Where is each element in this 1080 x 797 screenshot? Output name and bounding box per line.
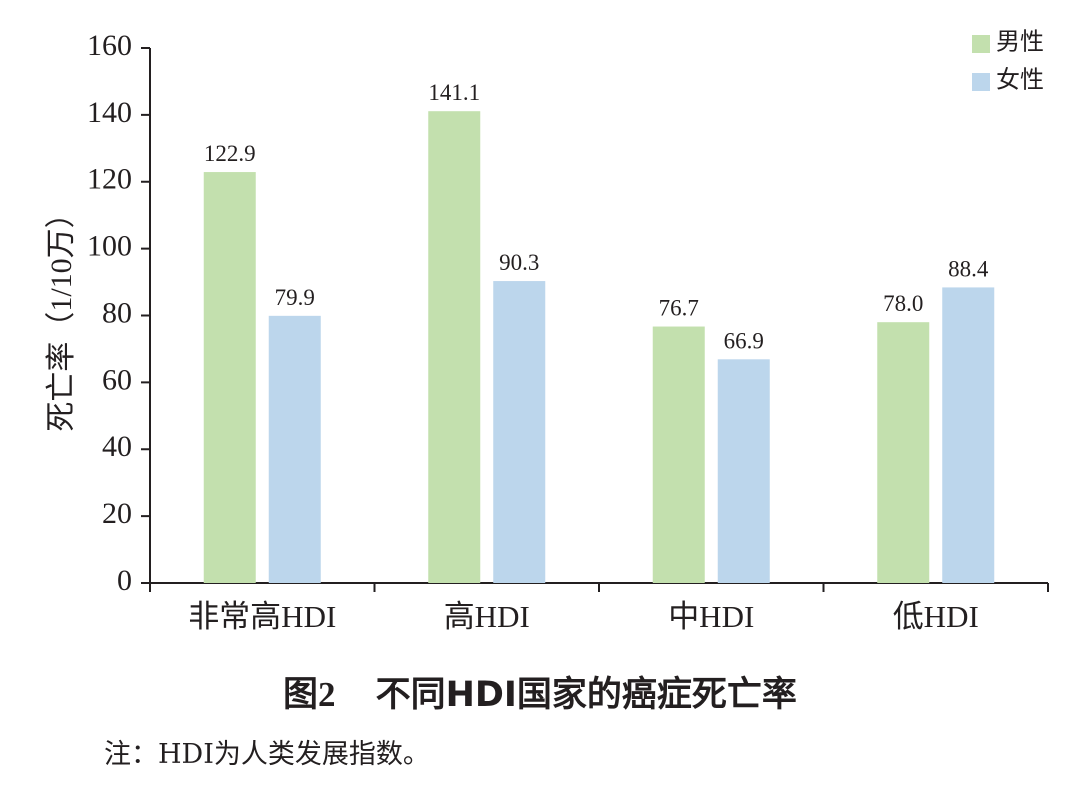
figure-caption: 图2 不同HDI国家的癌症死亡率 [0,666,1080,717]
bar [652,326,705,583]
footnote: 注：HDI为人类发展指数。 [104,739,430,770]
bar-value-label: 90.3 [499,250,539,275]
figure-title: 不同HDI国家的癌症死亡率 [375,675,797,715]
y-tick-label: 40 [102,430,132,463]
bar-value-label: 88.4 [948,256,989,281]
y-tick-label: 60 [102,363,132,396]
bar [942,287,995,583]
figure-number: 图2 [283,675,336,714]
bar-value-label: 122.9 [204,141,256,166]
x-axis: 非常高HDI 高HDI 中HDI 低HDI [149,582,1049,634]
legend-swatch [972,35,990,53]
bar [877,322,930,583]
bar-value-label: 76.7 [659,296,699,321]
y-tick-label: 80 [102,296,132,329]
legend-label: 女性 [996,67,1044,94]
x-category-label: 低HDI [893,599,979,634]
bar-chart: 0 20 40 60 80 100 120 140 160 非常高HDI 高HDI 中HDI 低HDI… [45,29,1049,634]
legend-label: 男性 [996,29,1044,56]
x-category-label: 中HDI [668,599,754,634]
bar [268,315,321,583]
bars: 122.9 141.1 76.7 78.0 79.9 90.3 66.9 88.4 [203,80,995,584]
bar-value-label: 66.9 [724,328,764,353]
x-category-label: 高HDI [444,599,530,634]
y-tick-label: 160 [87,29,132,62]
legend-swatch [972,73,990,91]
bar [493,281,546,583]
y-tick-label: 0 [117,564,132,597]
y-tick-label: 100 [87,230,132,263]
bar-value-label: 78.0 [883,291,923,316]
x-category-label: 非常高HDI [188,599,336,634]
bar [428,111,481,584]
bar-value-label: 79.9 [275,285,315,310]
y-tick-label: 120 [87,163,132,196]
bar [203,172,256,583]
y-axis-title: 死亡率（1/10万） [45,198,78,431]
bar [717,359,770,583]
bar-value-label: 141.1 [428,80,480,105]
y-tick-label: 20 [102,497,132,530]
y-tick-label: 140 [87,96,132,129]
y-axis: 0 20 40 60 80 100 120 140 160 [87,29,151,597]
